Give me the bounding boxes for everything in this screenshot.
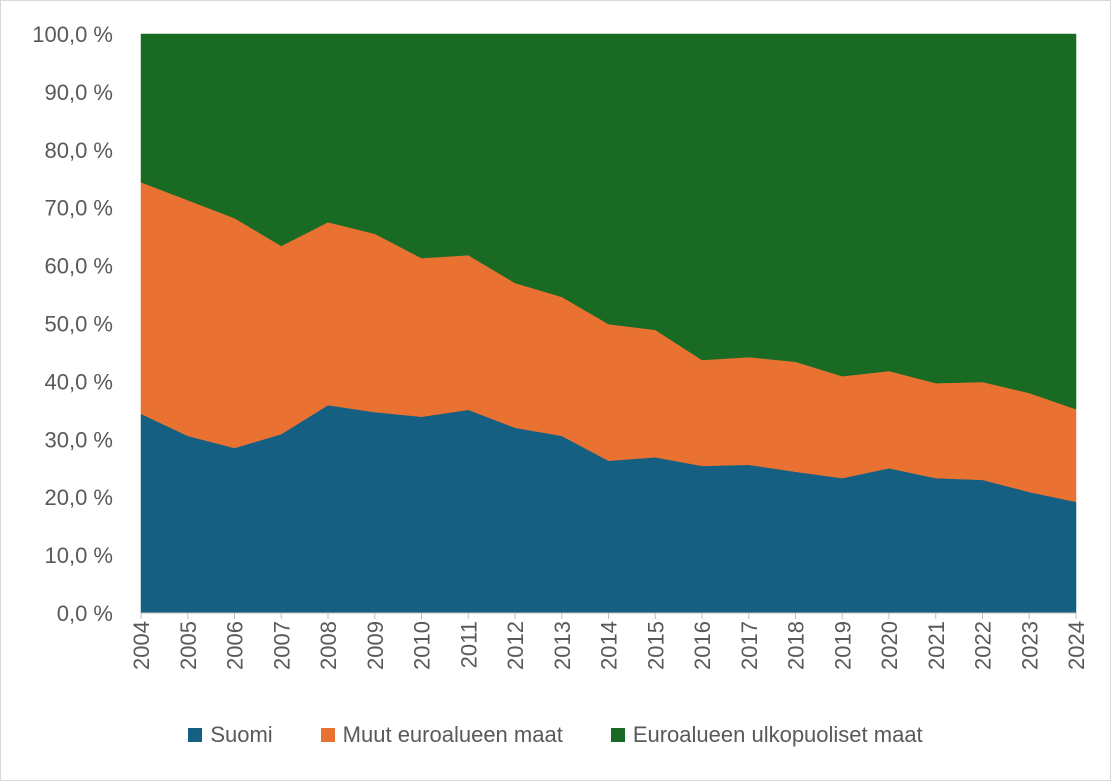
y-tick-label: 30,0 % (45, 427, 114, 452)
x-tick-label: 2004 (129, 621, 154, 670)
x-tick-label: 2009 (363, 621, 388, 670)
legend-label: Muut euroalueen maat (342, 722, 563, 747)
x-tick-label: 2014 (597, 621, 622, 670)
x-tick-label: 2012 (503, 621, 528, 670)
y-tick-label: 0,0 % (57, 601, 113, 626)
legend-item-muut: Muut euroalueen maat (320, 722, 563, 748)
legend-swatch (610, 728, 625, 742)
y-tick-label: 80,0 % (45, 138, 114, 163)
x-tick-label: 2020 (877, 621, 902, 670)
x-tick-label: 2024 (1064, 621, 1089, 670)
x-tick-label: 2008 (316, 621, 341, 670)
area-euroalueen-ulkopuoliset-maat (140, 33, 1077, 410)
legend: Suomi Muut euroalueen maat Euroalueen ul… (0, 722, 1111, 748)
x-tick-label: 2022 (971, 621, 996, 670)
legend-label: Suomi (210, 722, 273, 747)
x-tick-label: 2011 (456, 621, 481, 668)
y-tick-label: 100,0 % (32, 22, 113, 47)
legend-label: Euroalueen ulkopuoliset maat (632, 722, 923, 747)
legend-item-ulkopuoliset: Euroalueen ulkopuoliset maat (610, 722, 923, 748)
x-tick-label: 2010 (410, 621, 435, 670)
y-tick-label: 50,0 % (45, 312, 114, 337)
x-tick-label: 2019 (830, 621, 855, 670)
x-tick-label: 2005 (176, 621, 201, 670)
legend-item-suomi: Suomi (188, 722, 273, 748)
x-tick-label: 2016 (690, 621, 715, 670)
x-tick-label: 2021 (924, 621, 949, 670)
x-tick-label: 2007 (269, 621, 294, 670)
x-tick-label: 2017 (737, 621, 762, 670)
y-tick-label: 90,0 % (45, 80, 114, 105)
legend-swatch (320, 728, 335, 742)
y-tick-label: 40,0 % (45, 369, 114, 394)
x-tick-label: 2006 (223, 621, 248, 670)
y-tick-label: 60,0 % (45, 254, 114, 279)
y-tick-label: 20,0 % (45, 485, 114, 510)
y-tick-label: 70,0 % (45, 196, 114, 221)
x-tick-label: 2023 (1017, 621, 1042, 670)
y-tick-label: 10,0 % (45, 543, 114, 568)
x-tick-label: 2015 (643, 621, 668, 670)
x-tick-label: 2013 (550, 621, 575, 670)
x-tick-label: 2018 (784, 621, 809, 670)
legend-swatch (188, 728, 203, 742)
